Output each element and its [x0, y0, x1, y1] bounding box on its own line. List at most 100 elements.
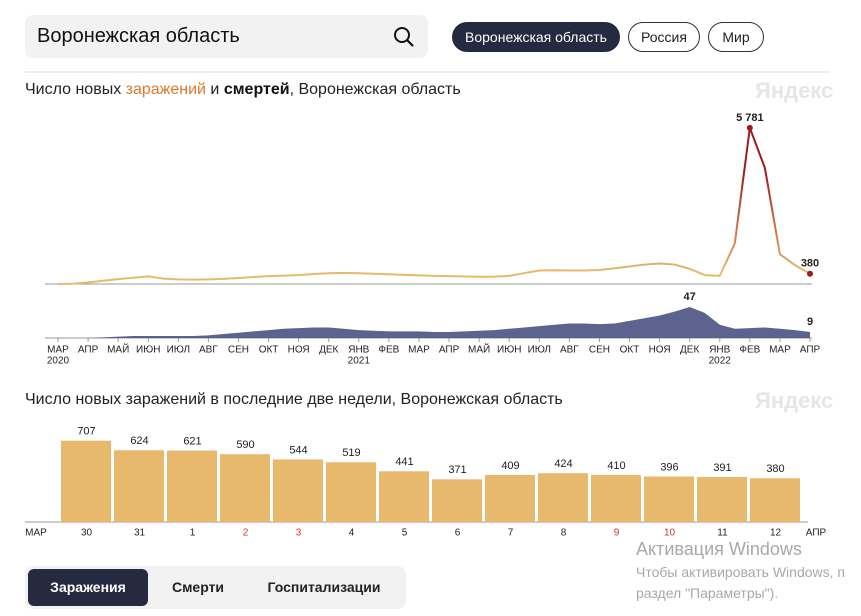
bar	[697, 477, 747, 522]
x-tick-label: 8	[561, 528, 567, 539]
bar-value: 441	[395, 456, 413, 468]
infections-line	[57, 127, 811, 285]
x-tick-label: 6	[455, 528, 461, 539]
bar-value: 707	[77, 426, 95, 438]
x-tick-label: 11	[717, 528, 728, 539]
watermark: Яндекс	[755, 78, 834, 103]
bar	[326, 462, 376, 522]
region-button[interactable]: Мир	[708, 22, 764, 52]
bar	[750, 478, 800, 522]
search-box[interactable]: Воронежская область	[25, 15, 428, 58]
bar	[114, 450, 164, 522]
search-icon[interactable]	[393, 26, 415, 48]
bar	[273, 459, 323, 522]
bar-value: 544	[289, 444, 307, 456]
x-tick-label: ОКТ	[620, 345, 640, 356]
peak-dot	[746, 124, 753, 131]
tab[interactable]: Смерти	[171, 579, 225, 595]
x-tick-label: АВГ	[560, 345, 579, 356]
region-button[interactable]: Россия	[628, 22, 700, 52]
x-tick-label: 5	[402, 528, 408, 539]
x-tick-label: ИЮЛ	[167, 345, 190, 356]
bar-value: 590	[236, 439, 254, 451]
axis-end-label: АПР	[806, 528, 827, 539]
x-tick-label: ИЮН	[136, 345, 161, 356]
x-tick-label: АВГ	[199, 345, 218, 356]
bar-value: 410	[607, 460, 625, 472]
os-notice: Активация Windows	[636, 539, 802, 559]
os-notice: Чтобы активировать Windows, п	[636, 564, 845, 580]
x-tick-label: 7	[508, 528, 514, 539]
x-tick-label: АПР	[439, 345, 460, 356]
x-tick-label: ДЕК	[319, 345, 338, 356]
os-notice: раздел "Параметры").	[636, 585, 779, 601]
x-tick-label: СЕН	[589, 345, 610, 356]
year-label: 2022	[709, 356, 732, 367]
peak-dot	[807, 270, 813, 277]
bar	[432, 479, 482, 522]
title-part: , Воронежская область	[289, 81, 461, 98]
x-tick-label: ЯНВ	[709, 345, 730, 356]
bar-value: 391	[713, 462, 731, 474]
title-part: заражений	[125, 81, 206, 98]
bar	[167, 450, 217, 522]
title-part: смертей	[223, 81, 290, 98]
x-tick-label: 30	[81, 528, 93, 539]
x-tick-label: НОЯ	[649, 345, 671, 356]
bar	[538, 473, 588, 522]
chart-title: Число новых заражений и смертей, Воронеж…	[25, 81, 461, 99]
bar-value: 396	[660, 461, 678, 473]
search-query: Воронежская область	[37, 25, 240, 47]
x-tick-label: СЕН	[228, 345, 249, 356]
x-tick-label: МАР	[47, 345, 69, 356]
title-part: Число новых	[25, 81, 126, 98]
x-tick-label: НОЯ	[288, 345, 310, 356]
bar-value: 424	[554, 458, 572, 470]
value-label: 47	[684, 291, 696, 303]
bar-value: 380	[766, 463, 784, 475]
tab[interactable]: Заражения	[28, 569, 148, 606]
bar-value: 519	[342, 447, 360, 459]
value-label: 5 781	[736, 112, 764, 124]
bar	[220, 454, 270, 522]
x-tick-label: 10	[664, 528, 676, 539]
x-tick-label: МАЙ	[107, 343, 129, 356]
x-tick-label: АПР	[800, 345, 821, 356]
x-tick-label: ИЮН	[497, 345, 522, 356]
x-tick-label: АПР	[78, 345, 99, 356]
year-label: 2020	[47, 356, 70, 367]
x-tick-label: МАЙ	[468, 343, 490, 356]
x-tick-label: МАР	[769, 345, 791, 356]
x-tick-label: 9	[614, 528, 620, 539]
title-part: и	[205, 81, 224, 98]
tab[interactable]: Госпитализации	[267, 579, 381, 595]
bar	[644, 476, 694, 522]
x-tick-label: 31	[134, 528, 146, 539]
value-label: 380	[801, 258, 819, 270]
chart-title: Число новых заражений в последние две не…	[25, 391, 563, 408]
bar-value: 371	[448, 464, 466, 476]
x-tick-label: 12	[770, 528, 782, 539]
x-tick-label: МАР	[408, 345, 430, 356]
bar	[61, 440, 111, 522]
bar-value: 624	[130, 435, 148, 447]
year-label: 2021	[348, 356, 371, 367]
deaths-area	[58, 306, 810, 338]
tab-bar: Заражения Смерти Госпитализации	[25, 566, 406, 609]
x-tick-label: ЯНВ	[348, 345, 369, 356]
bar-value: 409	[501, 460, 519, 472]
x-tick-label: ОКТ	[259, 345, 279, 356]
region-button[interactable]: Воронежская область	[452, 22, 620, 52]
value-label: 9	[807, 316, 813, 328]
x-tick-label: 2	[243, 528, 249, 539]
x-tick-label: 1	[190, 528, 196, 539]
bar	[591, 474, 641, 522]
x-tick-label: ДЕК	[680, 345, 699, 356]
bar	[485, 474, 535, 522]
x-tick-label: ИЮЛ	[528, 345, 551, 356]
bar-value: 621	[183, 435, 201, 447]
x-tick-label: ФЕВ	[739, 345, 760, 356]
axis-end-label: МАР	[25, 528, 47, 539]
